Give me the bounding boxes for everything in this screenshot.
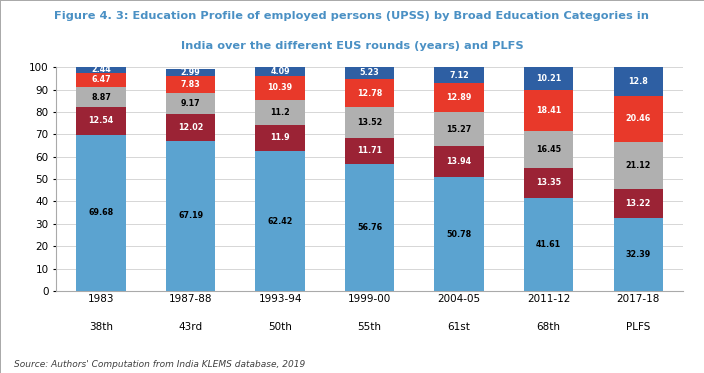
Bar — [166, 93, 215, 114]
Text: 11.71: 11.71 — [357, 146, 382, 155]
Bar — [434, 112, 484, 146]
Text: 2.99: 2.99 — [181, 68, 201, 77]
Text: 43rd: 43rd — [179, 322, 203, 332]
Bar — [345, 107, 394, 138]
Text: 12.02: 12.02 — [178, 123, 203, 132]
Text: 69.68: 69.68 — [89, 209, 114, 217]
Text: 32.39: 32.39 — [625, 250, 650, 259]
Text: 41.61: 41.61 — [536, 240, 561, 249]
Text: 12.8: 12.8 — [628, 77, 648, 86]
Bar — [524, 198, 573, 291]
Bar — [524, 168, 573, 198]
Bar — [256, 67, 305, 76]
Bar — [434, 67, 484, 83]
Text: 68th: 68th — [536, 322, 560, 332]
Bar — [524, 90, 573, 131]
Bar — [613, 189, 662, 219]
Text: 55th: 55th — [358, 322, 382, 332]
Text: 11.9: 11.9 — [270, 134, 290, 142]
Text: PLFS: PLFS — [626, 322, 650, 332]
Text: 11.2: 11.2 — [270, 107, 290, 117]
Text: 13.94: 13.94 — [446, 157, 472, 166]
Bar — [434, 177, 484, 291]
Text: 9.17: 9.17 — [181, 99, 201, 108]
Text: 13.22: 13.22 — [625, 199, 650, 208]
Text: 12.54: 12.54 — [89, 116, 114, 125]
Text: 12.78: 12.78 — [357, 89, 382, 98]
Bar — [524, 67, 573, 90]
Text: Source: Authors' Computation from India KLEMS database, 2019: Source: Authors' Computation from India … — [14, 360, 306, 369]
Text: 13.52: 13.52 — [357, 118, 382, 127]
Text: 4.09: 4.09 — [270, 67, 290, 76]
Bar — [434, 83, 484, 112]
Text: 56.76: 56.76 — [357, 223, 382, 232]
Bar — [77, 73, 126, 87]
Bar — [345, 79, 394, 107]
Bar — [166, 141, 215, 291]
Text: 2.44: 2.44 — [92, 65, 111, 74]
Bar — [256, 100, 305, 125]
Bar — [613, 219, 662, 291]
Text: 21.12: 21.12 — [625, 161, 650, 170]
Text: 18.41: 18.41 — [536, 106, 561, 115]
Bar — [166, 69, 215, 76]
Text: 6.47: 6.47 — [92, 75, 111, 84]
Bar — [613, 142, 662, 189]
Bar — [613, 96, 662, 142]
Bar — [77, 67, 126, 73]
Text: 38th: 38th — [89, 322, 113, 332]
Text: 62.42: 62.42 — [268, 217, 293, 226]
Text: 8.87: 8.87 — [91, 93, 111, 101]
Bar — [345, 164, 394, 291]
Bar — [166, 76, 215, 93]
Bar — [524, 131, 573, 168]
Text: 20.46: 20.46 — [625, 114, 650, 123]
Text: 67.19: 67.19 — [178, 211, 203, 220]
Bar — [77, 135, 126, 291]
Bar — [77, 107, 126, 135]
Text: 13.35: 13.35 — [536, 178, 561, 187]
Text: 12.89: 12.89 — [446, 93, 472, 102]
Text: Figure 4. 3: Education Profile of employed persons (UPSS) by Broad Education Cat: Figure 4. 3: Education Profile of employ… — [54, 11, 650, 21]
Text: 50.78: 50.78 — [446, 230, 472, 239]
Text: 10.21: 10.21 — [536, 74, 561, 83]
Bar — [613, 67, 662, 96]
Text: 15.27: 15.27 — [446, 125, 472, 134]
Text: 5.23: 5.23 — [360, 69, 379, 78]
Text: 16.45: 16.45 — [536, 145, 561, 154]
Text: 7.12: 7.12 — [449, 70, 469, 79]
Text: 10.39: 10.39 — [268, 84, 293, 93]
Text: India over the different EUS rounds (years) and PLFS: India over the different EUS rounds (yea… — [181, 41, 523, 51]
Bar — [256, 151, 305, 291]
Bar — [345, 67, 394, 79]
Bar — [77, 87, 126, 107]
Bar — [345, 138, 394, 164]
Text: 50th: 50th — [268, 322, 292, 332]
Bar — [256, 76, 305, 100]
Bar — [434, 146, 484, 177]
Bar — [166, 114, 215, 141]
Bar — [256, 125, 305, 151]
Text: 61st: 61st — [448, 322, 470, 332]
Text: 7.83: 7.83 — [181, 80, 201, 89]
